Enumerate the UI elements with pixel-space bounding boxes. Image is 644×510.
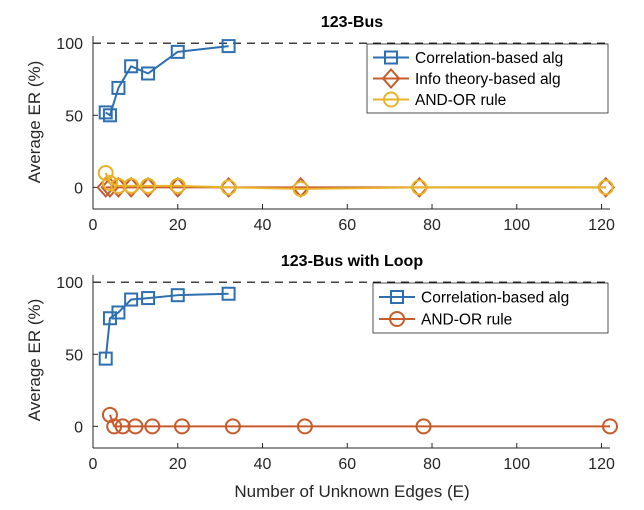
data-point <box>220 179 237 196</box>
x-axis-label: Number of Unknown Edges (E) <box>234 482 469 501</box>
data-point <box>102 108 117 123</box>
legend-label: Correlation-based alg <box>415 50 563 67</box>
x-tick-label: 20 <box>169 217 187 234</box>
data-point <box>411 179 428 196</box>
data-point <box>111 305 126 320</box>
x-tick-label: 120 <box>588 217 615 234</box>
data-point <box>141 66 156 81</box>
y-tick-label: 0 <box>74 419 83 436</box>
data-point <box>124 59 139 74</box>
y-axis-label: Average ER (%) <box>25 299 44 422</box>
chart-panel-123-bus-with-loop: 123-Bus with Loop Average ER (%) Number … <box>25 253 618 501</box>
legend-label: AND-OR rule <box>415 92 506 109</box>
data-point <box>138 176 158 198</box>
data-point <box>170 288 185 303</box>
y-tick-label: 100 <box>56 275 83 292</box>
data-point <box>111 80 126 95</box>
x-tick-label: 80 <box>423 217 441 234</box>
x-tick-label: 40 <box>254 217 272 234</box>
data-point <box>124 292 139 307</box>
x-tick-label: 80 <box>423 456 441 473</box>
data-point <box>106 418 123 435</box>
y-axis-label: Average ER (%) <box>25 61 44 184</box>
legend-box <box>372 282 609 334</box>
data-point <box>296 418 313 435</box>
x-tick-label: 100 <box>503 456 530 473</box>
data-point <box>597 179 614 196</box>
data-point <box>114 418 131 435</box>
x-tick-label: 20 <box>169 456 187 473</box>
data-point <box>141 291 156 306</box>
x-tick-label: 100 <box>503 217 530 234</box>
legend-marker <box>381 67 401 90</box>
data-point <box>292 180 309 197</box>
y-tick-label: 0 <box>74 180 83 197</box>
legend-marker <box>389 311 405 327</box>
series-line <box>104 172 606 190</box>
data-point <box>169 177 186 194</box>
x-tick-label: 0 <box>89 456 98 473</box>
data-point <box>123 177 140 194</box>
chart-title: 123-Bus <box>321 14 383 31</box>
y-tick-label: 50 <box>65 347 83 364</box>
data-point <box>97 164 114 181</box>
data-point <box>224 418 241 435</box>
data-point <box>101 175 118 192</box>
x-tick-label: 0 <box>89 217 98 234</box>
chart-panel-123-bus: 123-Bus Average ER (%) 0 20 40 60 80 100 120 0 5… <box>25 14 616 234</box>
data-point <box>98 351 113 366</box>
legend-marker <box>384 50 398 65</box>
data-point <box>127 418 144 435</box>
data-point <box>415 418 432 435</box>
series-line <box>105 45 229 117</box>
x-tick-label: 120 <box>588 456 615 473</box>
data-point <box>144 418 161 435</box>
legend-marker <box>390 290 404 304</box>
data-point <box>168 176 188 198</box>
series-line <box>109 414 610 428</box>
y-tick-label: 100 <box>56 36 83 53</box>
x-tick-label: 40 <box>254 456 272 473</box>
data-point <box>602 418 618 435</box>
chart-title: 123-Bus with Loop <box>281 253 423 270</box>
x-tick-label: 60 <box>338 217 356 234</box>
data-point <box>140 177 157 194</box>
data-point <box>110 177 127 194</box>
data-point <box>221 286 236 301</box>
legend-label: Correlation-based alg <box>421 290 569 307</box>
legend-marker <box>383 91 399 108</box>
legend-label: Info theory-based alg <box>415 71 561 88</box>
y-tick-label: 50 <box>65 108 83 125</box>
data-point <box>173 418 190 435</box>
series-line <box>104 292 229 359</box>
data-point <box>221 39 236 54</box>
legend-label: AND-OR rule <box>421 312 512 329</box>
data-point <box>170 44 185 59</box>
x-tick-label: 60 <box>338 456 356 473</box>
data-point <box>98 105 113 120</box>
